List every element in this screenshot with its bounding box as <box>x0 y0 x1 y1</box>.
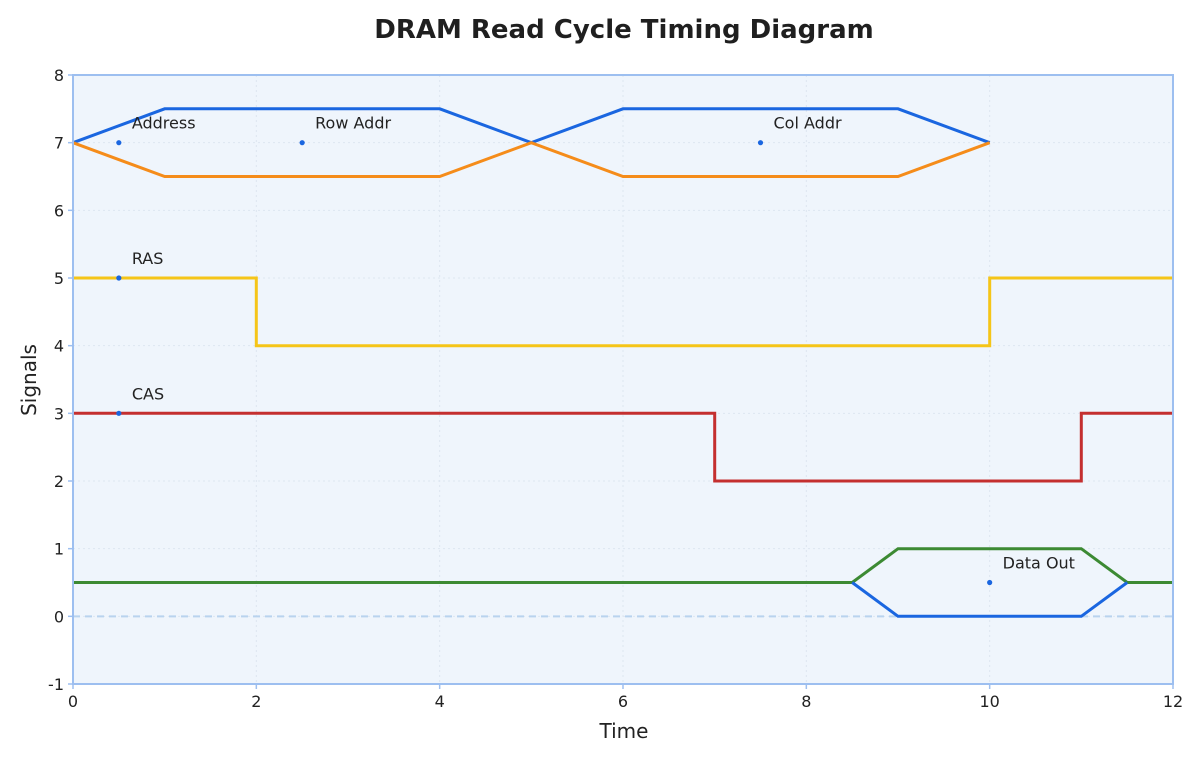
signal-series <box>72 107 1173 618</box>
annotation-label: Row Addr <box>315 114 391 133</box>
x-tick-label: 8 <box>801 692 811 711</box>
y-tick-label: 3 <box>54 404 64 423</box>
annotation-label: RAS <box>132 249 164 268</box>
y-axis-label: Signals <box>17 344 41 416</box>
y-tick-label: 2 <box>54 472 64 491</box>
series-line-address-lower <box>72 141 991 178</box>
y-tick-label: 0 <box>54 607 64 626</box>
annotation-markers <box>116 140 993 586</box>
annotation-labels: Address Row Addr Col Addr RAS CAS Data Out <box>132 114 1075 573</box>
x-axis-ticks: 0 2 4 6 8 10 12 <box>68 684 1183 711</box>
x-tick-label: 4 <box>435 692 445 711</box>
y-tick-label: 1 <box>54 540 64 559</box>
series-line-data-lower <box>851 581 1129 618</box>
x-axis-label: Time <box>599 719 649 743</box>
annotation-label: Col Addr <box>774 114 842 133</box>
y-tick-label: 8 <box>54 66 64 85</box>
chart-title: DRAM Read Cycle Timing Diagram <box>374 15 873 45</box>
y-tick-label: 4 <box>54 337 64 356</box>
x-tick-label: 2 <box>251 692 261 711</box>
annotation-marker <box>987 579 993 586</box>
x-tick-label: 0 <box>68 692 78 711</box>
x-tick-label: 12 <box>1163 692 1183 711</box>
annotation-label: CAS <box>132 384 164 403</box>
series-line-cas <box>73 411 1173 483</box>
series-line-ras <box>73 276 1173 348</box>
annotation-marker <box>299 140 305 146</box>
y-axis-ticks: -1 0 1 2 3 4 5 6 7 8 <box>48 66 73 694</box>
y-tick-label: 5 <box>54 269 64 288</box>
x-tick-label: 10 <box>979 692 999 711</box>
y-tick-label: 7 <box>54 134 64 153</box>
annotation-label: Address <box>132 114 196 133</box>
annotation-marker <box>116 410 122 416</box>
annotation-label: Data Out <box>1003 554 1075 573</box>
x-tick-label: 6 <box>618 692 628 711</box>
series-line-data-upper <box>73 547 1173 584</box>
annotation-marker <box>116 275 122 281</box>
annotation-marker <box>116 140 122 146</box>
annotation-marker <box>757 140 764 146</box>
y-tick-label: 6 <box>54 201 64 220</box>
y-tick-label: -1 <box>48 675 64 694</box>
